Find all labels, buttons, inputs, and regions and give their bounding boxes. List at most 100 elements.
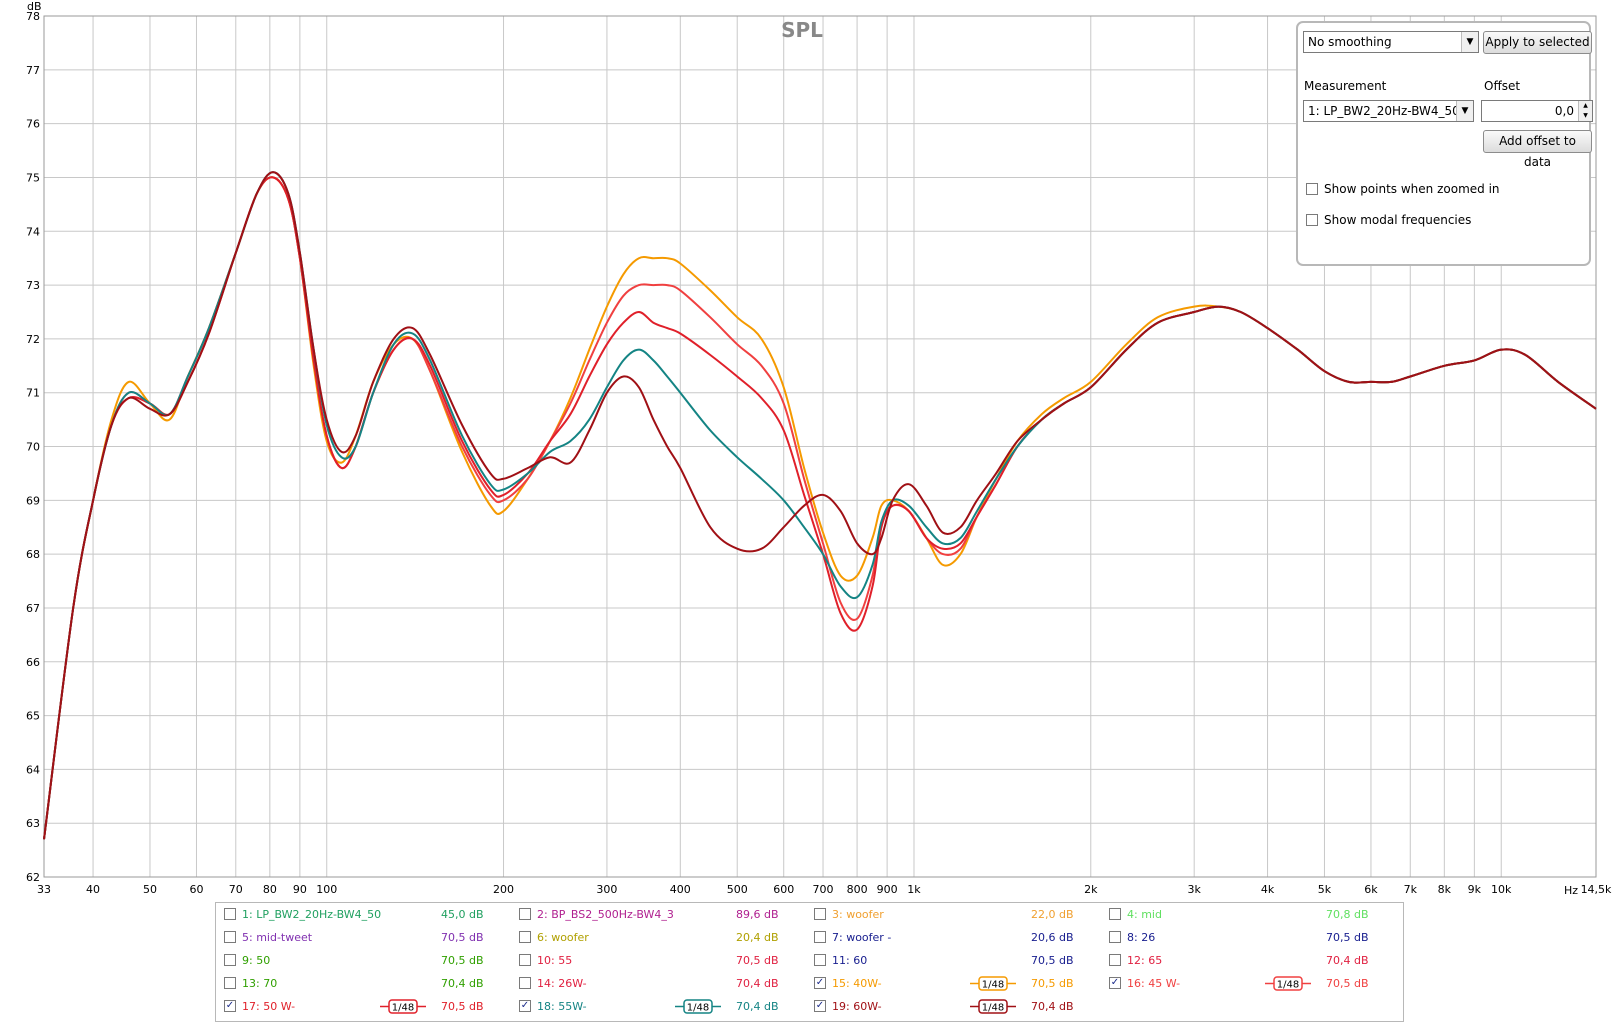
badge-label: 1/48 <box>687 1003 709 1014</box>
legend-checkbox[interactable]: ✓ <box>814 977 826 989</box>
legend-item[interactable]: 12: 65 70,4 dB <box>1109 952 1399 970</box>
show-points-checkbox[interactable] <box>1306 183 1318 195</box>
legend-value: 70,5 dB <box>441 954 484 967</box>
legend-item[interactable]: 1: LP_BW2_20Hz-BW4_50 45,0 dB <box>224 906 514 924</box>
legend-checkbox[interactable]: ✓ <box>814 1000 826 1012</box>
badge-label: 1/48 <box>982 1003 1004 1014</box>
legend-checkbox[interactable] <box>1109 908 1121 920</box>
legend-checkbox[interactable]: ✓ <box>519 1000 531 1012</box>
smoothing-badge: 1/48 <box>1265 976 1311 991</box>
legend-checkbox[interactable] <box>224 954 236 966</box>
legend-item[interactable]: ✓ 18: 55W- 1/48 70,4 dB <box>519 998 809 1016</box>
legend-checkbox[interactable] <box>1109 954 1121 966</box>
x-tick-label: 4k <box>1261 883 1275 896</box>
x-tick-label: 500 <box>727 883 748 896</box>
legend-checkbox[interactable] <box>814 908 826 920</box>
series-line <box>43 171 1597 840</box>
legend-name: 17: 50 W- <box>242 1000 296 1013</box>
y-tick-label: 72 <box>26 333 40 346</box>
legend-value: 70,4 dB <box>1031 1000 1074 1013</box>
chevron-down-icon[interactable]: ▼ <box>1456 101 1473 121</box>
legend-value: 89,6 dB <box>736 908 779 921</box>
x-tick-label: 80 <box>263 883 277 896</box>
legend-checkbox[interactable] <box>519 908 531 920</box>
legend-value: 70,5 dB <box>441 931 484 944</box>
legend-item[interactable]: 14: 26W- 70,4 dB <box>519 975 809 993</box>
legend-checkbox[interactable] <box>814 954 826 966</box>
y-tick-label: 67 <box>26 602 40 615</box>
badge-label: 1/48 <box>392 1003 414 1014</box>
x-tick-label: 6k <box>1364 883 1378 896</box>
legend-checkbox[interactable] <box>814 931 826 943</box>
badge-label: 1/48 <box>982 980 1004 991</box>
measurement-legend: 1: LP_BW2_20Hz-BW4_50 45,0 dB 2: BP_BS2_50… <box>215 902 1404 1022</box>
smoothing-badge: 1/48 <box>675 999 721 1014</box>
x-tick-label: 7k <box>1404 883 1418 896</box>
legend-item[interactable]: 13: 70 70,4 dB <box>224 975 514 993</box>
show-modal-label: Show modal frequencies <box>1324 213 1472 227</box>
legend-checkbox[interactable] <box>519 977 531 989</box>
legend-checkbox[interactable] <box>224 977 236 989</box>
measurement-value: 1: LP_BW2_20Hz-BW4_50 <box>1308 104 1460 118</box>
series-line <box>43 176 1597 840</box>
legend-checkbox[interactable] <box>519 954 531 966</box>
x-tick-label: 9k <box>1468 883 1482 896</box>
legend-item[interactable]: 10: 55 70,5 dB <box>519 952 809 970</box>
spin-up-icon[interactable]: ▲ <box>1578 101 1592 111</box>
legend-item[interactable]: 2: BP_BS2_500Hz-BW4_3 89,6 dB <box>519 906 809 924</box>
legend-item[interactable]: 5: mid-tweet 70,5 dB <box>224 929 514 947</box>
add-offset-button[interactable]: Add offset to data <box>1483 130 1592 169</box>
smoothing-badge: 1/48 <box>380 999 426 1014</box>
measurement-select[interactable]: 1: LP_BW2_20Hz-BW4_50 ▼ <box>1303 100 1474 122</box>
legend-value: 70,8 dB <box>1326 908 1369 921</box>
legend-value: 70,5 dB <box>1031 977 1074 990</box>
legend-checkbox[interactable]: ✓ <box>224 1000 236 1012</box>
y-tick-label: 70 <box>26 441 40 454</box>
smoothing-select[interactable]: No smoothing ▼ <box>1303 31 1479 53</box>
x-axis-ticks: 33 40 50 60 70 80 90 100 200 300 400 500 600 700 800 90… <box>37 883 1612 896</box>
legend-checkbox[interactable] <box>519 931 531 943</box>
legend-item[interactable]: ✓ 16: 45 W- 1/48 70,5 dB <box>1109 975 1399 993</box>
legend-item[interactable]: 9: 50 70,5 dB <box>224 952 514 970</box>
y-tick-label: 71 <box>26 387 40 400</box>
legend-item[interactable]: 11: 60 70,5 dB <box>814 952 1104 970</box>
legend-item[interactable]: 3: woofer 22,0 dB <box>814 906 1104 924</box>
legend-item[interactable]: 6: woofer 20,4 dB <box>519 929 809 947</box>
legend-name: 7: woofer - <box>832 931 892 944</box>
offset-input[interactable]: 0,0 ▲ ▼ <box>1481 100 1593 122</box>
show-modal-checkbox[interactable] <box>1306 214 1318 226</box>
apply-to-selected-button[interactable]: Apply to selected <box>1483 31 1592 54</box>
legend-item[interactable]: ✓ 19: 60W- 1/48 70,4 dB <box>814 998 1104 1016</box>
legend-item[interactable]: ✓ 17: 50 W- 1/48 70,5 dB <box>224 998 514 1016</box>
x-tick-label: 14,5k <box>1581 883 1612 896</box>
spin-down-icon[interactable]: ▼ <box>1578 111 1592 121</box>
legend-name: 2: BP_BS2_500Hz-BW4_3 <box>537 908 674 921</box>
legend-name: 19: 60W- <box>832 1000 882 1013</box>
legend-checkbox[interactable]: ✓ <box>1109 977 1121 989</box>
plot-frame <box>43 15 1597 878</box>
legend-value: 45,0 dB <box>441 908 484 921</box>
badge-label: 1/48 <box>1277 980 1299 991</box>
legend-checkbox[interactable] <box>1109 931 1121 943</box>
legend-value: 70,4 dB <box>736 1000 779 1013</box>
series-line <box>43 171 1597 840</box>
badge-box <box>978 976 1008 991</box>
chevron-down-icon[interactable]: ▼ <box>1461 32 1478 52</box>
legend-item[interactable]: 4: mid 70,8 dB <box>1109 906 1399 924</box>
x-tick-label: 2k <box>1084 883 1098 896</box>
legend-item[interactable]: ✓ 15: 40W- 1/48 70,5 dB <box>814 975 1104 993</box>
legend-value: 70,5 dB <box>441 1000 484 1013</box>
x-tick-label: 90 <box>293 883 307 896</box>
legend-value: 20,6 dB <box>1031 931 1074 944</box>
x-tick-label: 200 <box>493 883 514 896</box>
legend-name: 18: 55W- <box>537 1000 587 1013</box>
legend-name: 15: 40W- <box>832 977 882 990</box>
badge-box <box>1273 976 1303 991</box>
legend-value: 70,5 dB <box>736 954 779 967</box>
legend-checkbox[interactable] <box>224 908 236 920</box>
y-tick-label: 65 <box>26 710 40 723</box>
legend-checkbox[interactable] <box>224 931 236 943</box>
offset-value: 0,0 <box>1554 104 1574 118</box>
legend-item[interactable]: 8: 26 70,5 dB <box>1109 929 1399 947</box>
legend-item[interactable]: 7: woofer - 20,6 dB <box>814 929 1104 947</box>
